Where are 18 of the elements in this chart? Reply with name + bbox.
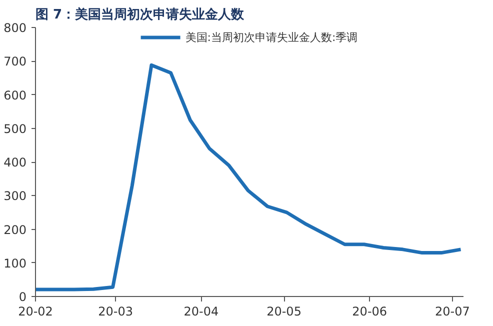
line-series bbox=[36, 63, 462, 292]
y-tick-label: 800 bbox=[4, 21, 26, 35]
x-tick-label: 20-02 bbox=[18, 304, 53, 318]
x-tick-label: 20-04 bbox=[184, 304, 219, 318]
y-tick-label: 500 bbox=[4, 122, 26, 136]
x-tick-label: 20-03 bbox=[98, 304, 134, 318]
y-tick-label: 700 bbox=[4, 54, 26, 69]
x-tick-label: 20-07 bbox=[435, 304, 470, 318]
y-tick-label: 300 bbox=[4, 189, 26, 204]
legend-label: 美国:当周初次申请失业金人数:季调 bbox=[185, 30, 358, 44]
y-tick-label: 600 bbox=[4, 88, 26, 102]
y-tick-label: 100 bbox=[4, 256, 26, 270]
y-tick-label: 200 bbox=[4, 222, 26, 237]
y-tick-label: 400 bbox=[4, 156, 26, 170]
y-tick-label: 0 bbox=[18, 290, 27, 304]
chart-title: 图 7：美国当周初次申请失业金人数 bbox=[36, 6, 246, 22]
x-tick-label: 20-05 bbox=[266, 304, 302, 318]
x-tick-label: 20-06 bbox=[352, 304, 388, 318]
